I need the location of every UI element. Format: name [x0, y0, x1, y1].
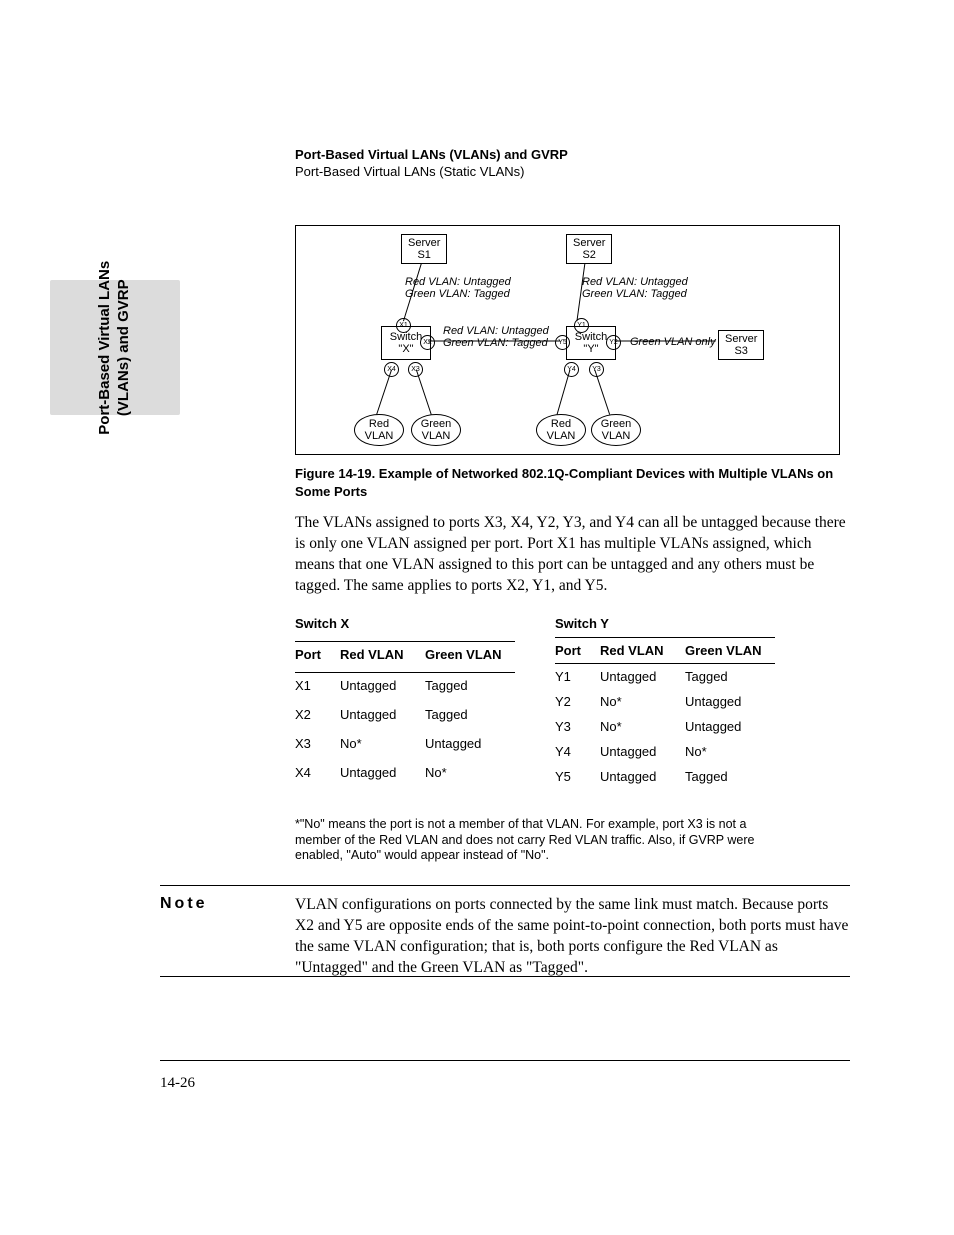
table-cell: Untagged — [340, 672, 425, 702]
table-row: Y3No*Untagged — [555, 714, 775, 739]
table-cell: X4 — [295, 760, 340, 789]
y-green-vlan: GreenVLAN — [591, 414, 641, 446]
table-cell: Tagged — [685, 664, 775, 690]
table-cell: Y4 — [555, 739, 600, 764]
table-cell: No* — [340, 731, 425, 760]
port-y1: Y1 — [574, 318, 589, 333]
table-cell: Tagged — [425, 672, 515, 702]
col-port: Port — [295, 642, 340, 672]
header-subtitle: Port-Based Virtual LANs (Static VLANs) — [295, 164, 568, 179]
table-cell: No* — [600, 714, 685, 739]
table-cell: No* — [600, 689, 685, 714]
port-y5: Y5 — [555, 335, 570, 350]
vlan-tables: Switch X Port Red VLAN Green VLAN X1Unta… — [295, 610, 775, 789]
x-green-vlan: GreenVLAN — [411, 414, 461, 446]
label-s1-link: Red VLAN: UntaggedGreen VLAN: Tagged — [405, 276, 511, 300]
table-switch-x: Switch X Port Red VLAN Green VLAN X1Unta… — [295, 610, 515, 789]
col-green: Green VLAN — [425, 642, 515, 672]
table-cell: Untagged — [600, 764, 685, 789]
label-interlink: Red VLAN: UntaggedGreen VLAN: Tagged — [443, 325, 549, 349]
table-cell: Untagged — [685, 714, 775, 739]
server-s3: ServerS3 — [718, 330, 764, 360]
note-rule-top — [160, 885, 850, 886]
port-x1: X1 — [396, 318, 411, 333]
table-cell: X3 — [295, 731, 340, 760]
figure-diagram: ServerS1 ServerS2 ServerS3 Switch"X" Swi… — [295, 225, 840, 455]
col-red: Red VLAN — [600, 638, 685, 664]
table-cell: Untagged — [340, 702, 425, 731]
port-x4: X4 — [384, 362, 399, 377]
table-cell: X2 — [295, 702, 340, 731]
page: Port-Based Virtual LANs (VLANs) and GVRP… — [0, 0, 954, 1235]
table-cell: Tagged — [425, 702, 515, 731]
table-cell: X1 — [295, 672, 340, 702]
side-tab-line2: (VLANs) and GVRP — [115, 279, 132, 416]
x-red-vlan: RedVLAN — [354, 414, 404, 446]
label-s3-link: Green VLAN only — [630, 336, 716, 348]
table-row: X4UntaggedNo* — [295, 760, 515, 789]
page-bottom-rule — [160, 1060, 850, 1061]
figure-caption: Figure 14-19. Example of Networked 802.1… — [295, 465, 850, 500]
side-tab-line1: Port-Based Virtual LANs — [96, 261, 113, 435]
table-cell: Untagged — [425, 731, 515, 760]
note-body: VLAN configurations on ports connected b… — [295, 895, 850, 979]
table-cell: No* — [685, 739, 775, 764]
table-row: Y5UntaggedTagged — [555, 764, 775, 789]
table-cell: Untagged — [600, 739, 685, 764]
table-cell: Y3 — [555, 714, 600, 739]
port-x3: X3 — [408, 362, 423, 377]
table-cell: No* — [425, 760, 515, 789]
table-switch-y: Switch Y Port Red VLAN Green VLAN Y1Unta… — [555, 610, 775, 789]
table-cell: Untagged — [600, 664, 685, 690]
page-number: 14-26 — [160, 1075, 195, 1092]
col-port: Port — [555, 638, 600, 664]
port-y4: Y4 — [564, 362, 579, 377]
server-s2: ServerS2 — [566, 234, 612, 264]
table-cell: Tagged — [685, 764, 775, 789]
table-row: Y4UntaggedNo* — [555, 739, 775, 764]
port-x2: X2 — [420, 335, 435, 350]
table-footnote: *"No" means the port is not a member of … — [295, 817, 795, 864]
table-y-title: Switch Y — [555, 610, 775, 638]
port-y2: Y2 — [606, 335, 621, 350]
side-tab-text: Port-Based Virtual LANs (VLANs) and GVRP — [96, 261, 134, 435]
col-red: Red VLAN — [340, 642, 425, 672]
table-cell: Y1 — [555, 664, 600, 690]
side-tab: Port-Based Virtual LANs (VLANs) and GVRP — [50, 280, 180, 415]
table-cell: Y5 — [555, 764, 600, 789]
table-row: Y1UntaggedTagged — [555, 664, 775, 690]
table-cell: Untagged — [685, 689, 775, 714]
table-cell: Y2 — [555, 689, 600, 714]
server-s1: ServerS1 — [401, 234, 447, 264]
page-header: Port-Based Virtual LANs (VLANs) and GVRP… — [295, 147, 568, 179]
port-y3: Y3 — [589, 362, 604, 377]
table-x-title: Switch X — [295, 610, 515, 642]
col-green: Green VLAN — [685, 638, 775, 664]
label-s2-link: Red VLAN: UntaggedGreen VLAN: Tagged — [582, 276, 688, 300]
paragraph-1: The VLANs assigned to ports X3, X4, Y2, … — [295, 513, 850, 597]
y-red-vlan: RedVLAN — [536, 414, 586, 446]
note-label: Note — [160, 895, 208, 913]
table-row: Y2No*Untagged — [555, 689, 775, 714]
header-title: Port-Based Virtual LANs (VLANs) and GVRP — [295, 147, 568, 162]
table-row: X3No*Untagged — [295, 731, 515, 760]
note-rule-bottom — [160, 976, 850, 977]
table-row: X1UntaggedTagged — [295, 672, 515, 702]
table-cell: Untagged — [340, 760, 425, 789]
table-row: X2UntaggedTagged — [295, 702, 515, 731]
